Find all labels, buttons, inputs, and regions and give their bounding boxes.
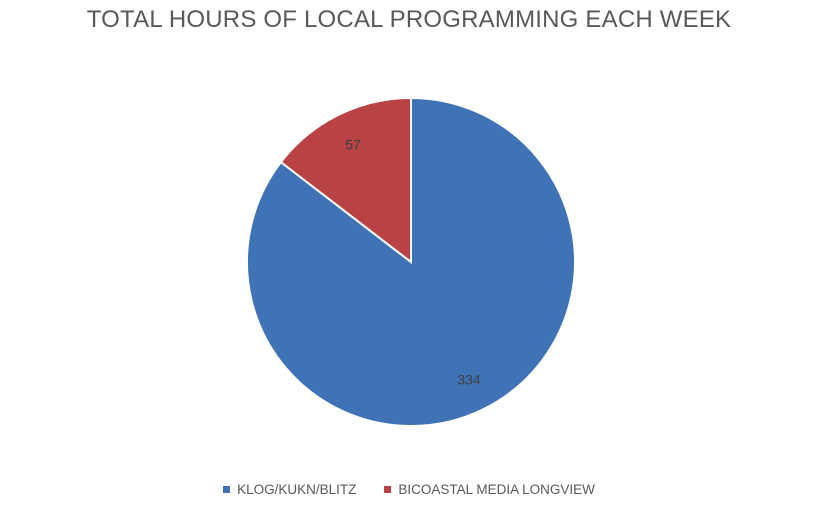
- legend-item-bicoastal: BICOASTAL MEDIA LONGVIEW: [384, 482, 595, 497]
- pie-slices: [246, 96, 576, 427]
- legend-item-klog: KLOG/KUKN/BLITZ: [223, 482, 356, 497]
- pie-data-labels: 334 57: [345, 136, 481, 387]
- chart-title: TOTAL HOURS OF LOCAL PROGRAMMING EACH WE…: [86, 6, 732, 33]
- pie-slice-bicoastal: [279, 96, 412, 265]
- pie-chart: 334 57: [246, 96, 576, 427]
- data-label-klog: 334: [457, 372, 481, 388]
- legend-label-klog: KLOG/KUKN/BLITZ: [237, 482, 357, 497]
- legend-swatch-bicoastal: [384, 486, 392, 493]
- legend-label-bicoastal: BICOASTAL MEDIA LONGVIEW: [398, 482, 595, 497]
- pie-slice-klog: [246, 96, 576, 427]
- data-label-bicoastal: 57: [345, 136, 361, 152]
- legend-swatch-klog: [223, 486, 231, 493]
- chart-legend: KLOG/KUKN/BLITZ BICOASTAL MEDIA LONGVIEW: [0, 482, 818, 497]
